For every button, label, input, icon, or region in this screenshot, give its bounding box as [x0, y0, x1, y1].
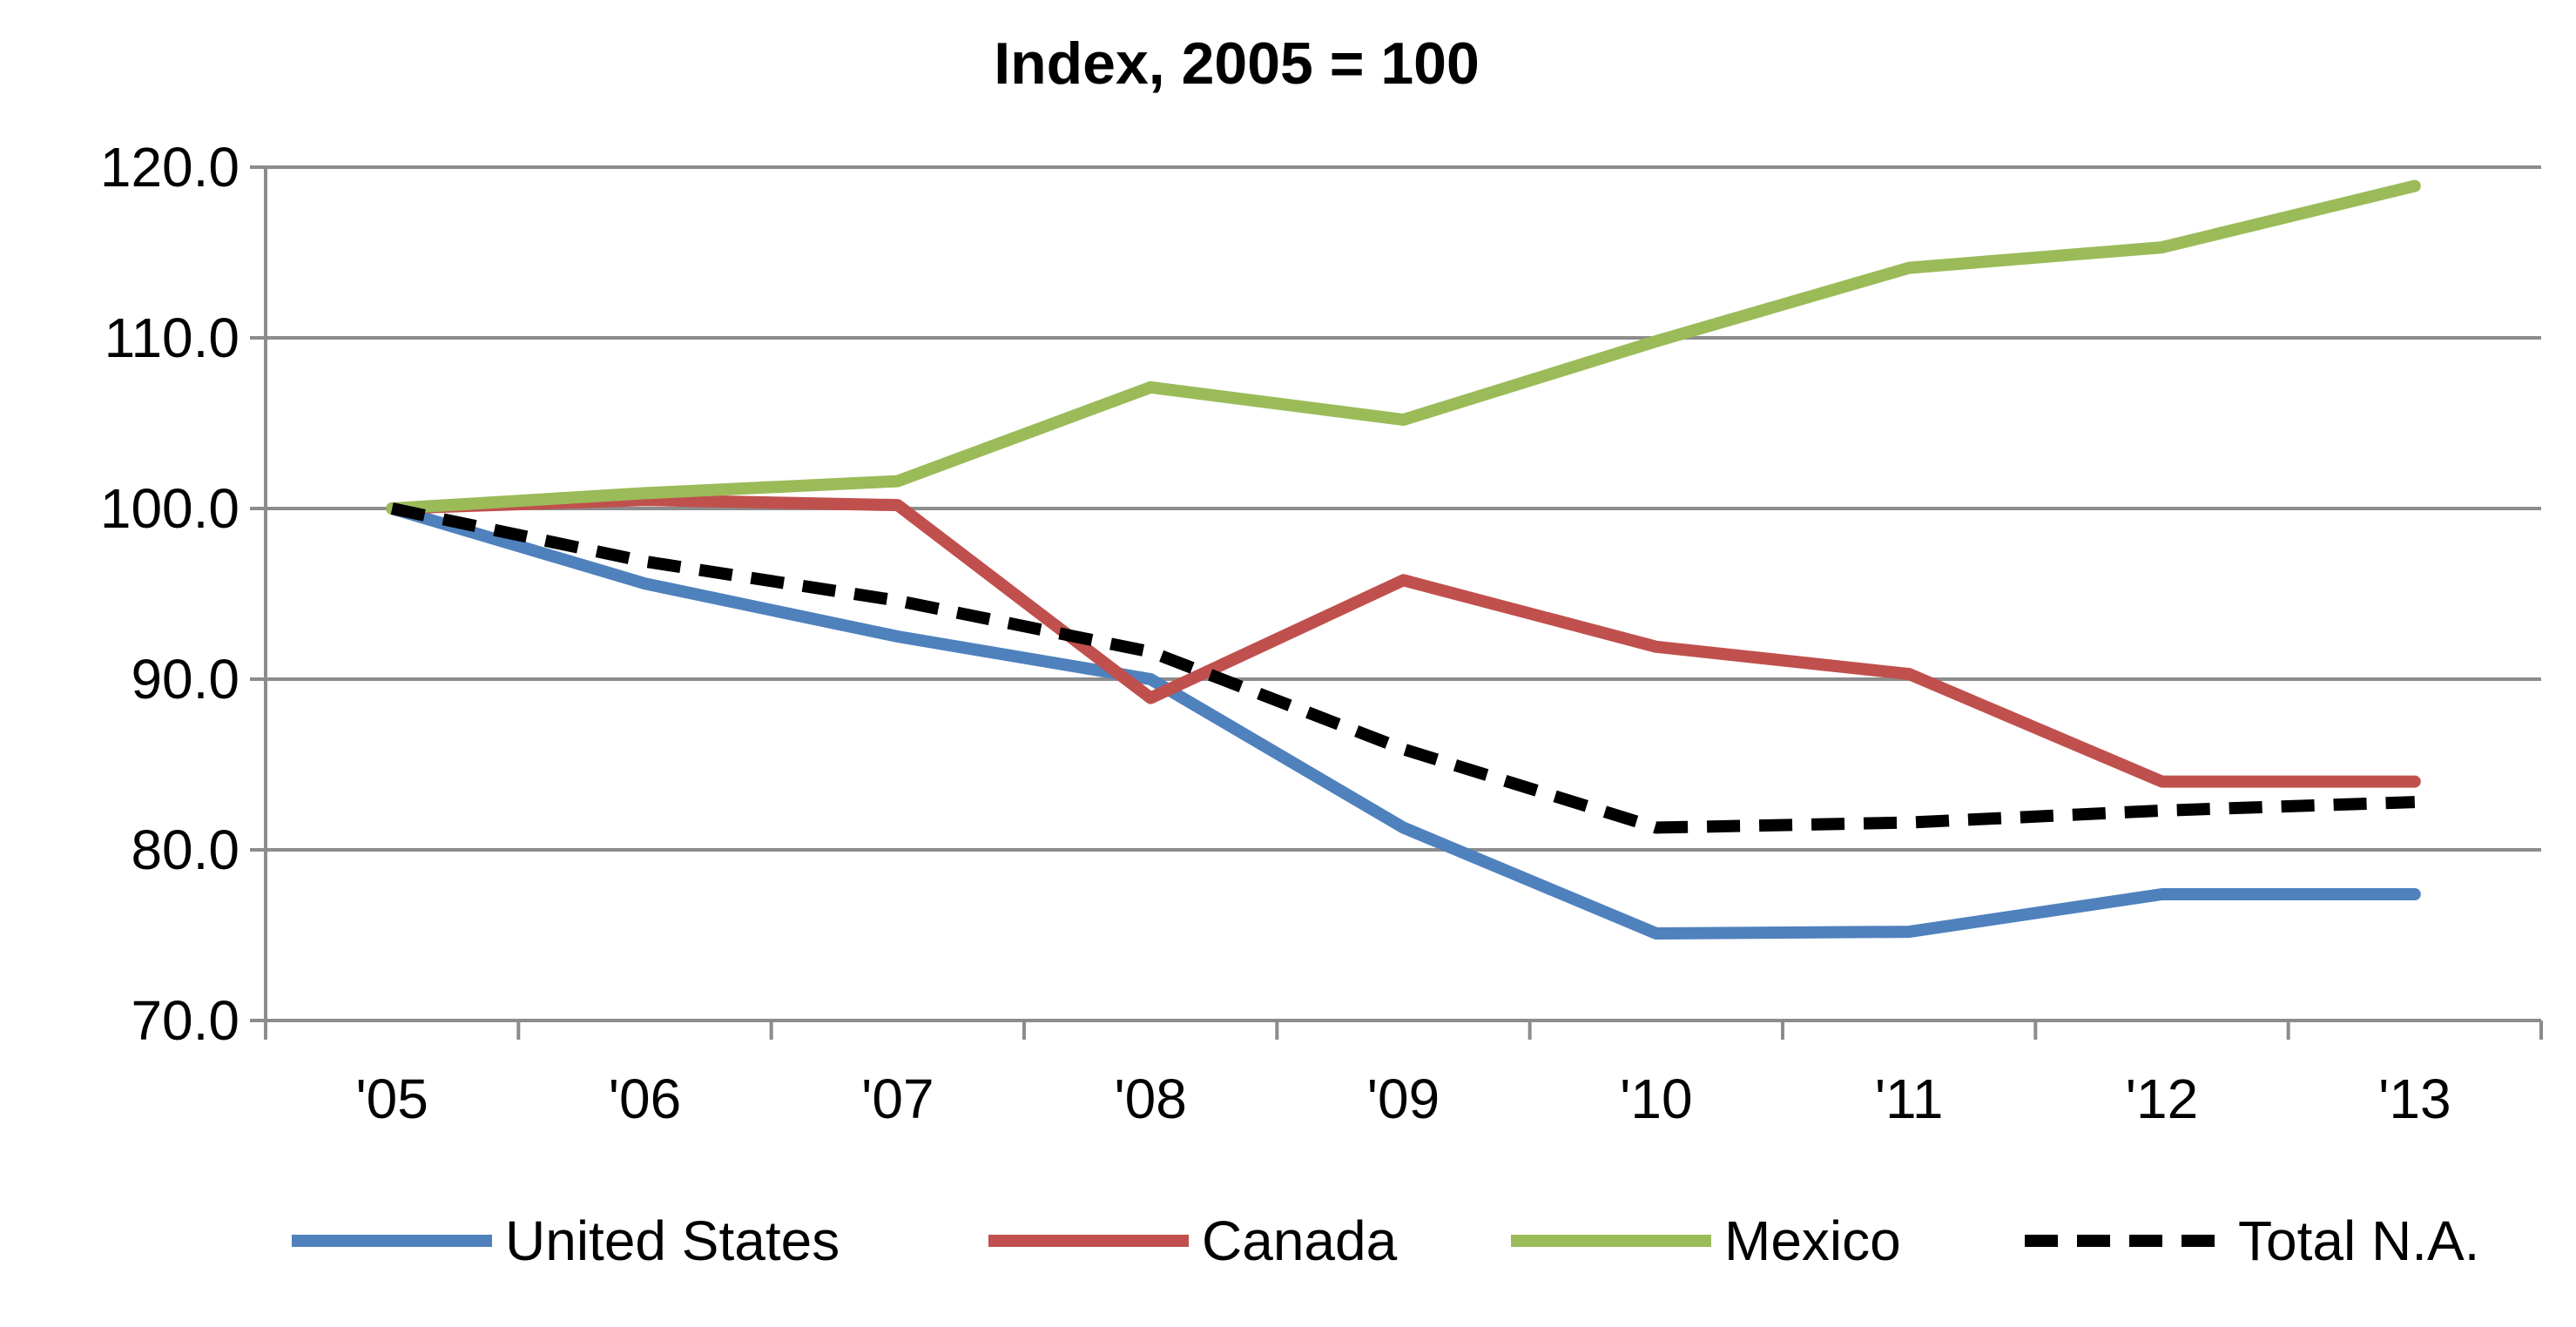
chart-title: Index, 2005 = 100: [994, 30, 1480, 97]
legend: United States Canada Mexico Total N.A.: [292, 1209, 2479, 1272]
legend-label: Canada: [1202, 1209, 1398, 1272]
x-tick-label: '07: [861, 1068, 934, 1130]
y-tick-label: 90.0: [131, 648, 239, 711]
series-line-canada: [386, 494, 2421, 788]
x-tick-label: '09: [1367, 1068, 1440, 1130]
series-line-total-n-a: [390, 502, 2416, 834]
y-tick-label: 100.0: [100, 477, 239, 540]
legend-label: Mexico: [1724, 1209, 1901, 1272]
x-tick-label: '05: [355, 1068, 428, 1130]
series-lines: [386, 179, 2421, 940]
x-tick-label: '12: [2126, 1068, 2198, 1130]
x-axis: '05 '06 '07 '08 '09 '10 '11 '12 '13: [264, 1019, 2543, 1130]
x-tick-label: '13: [2378, 1068, 2451, 1130]
series-line-united-states: [386, 502, 2421, 940]
legend-label: Total N.A.: [2238, 1209, 2479, 1272]
series-line-mexico: [386, 179, 2421, 515]
gridlines: [266, 165, 2541, 852]
x-tick-label: '11: [1875, 1068, 1944, 1130]
legend-label: United States: [505, 1209, 840, 1272]
x-tick-label: '10: [1620, 1068, 1692, 1130]
y-tick-label: 110.0: [105, 306, 239, 369]
y-axis: 120.0 110.0 100.0 90.0 80.0 70.0: [100, 136, 267, 1052]
y-tick-label: 120.0: [100, 136, 239, 199]
y-tick-label: 70.0: [131, 989, 239, 1052]
y-tick-label: 80.0: [131, 818, 239, 881]
x-tick-label: '08: [1114, 1068, 1186, 1130]
x-tick-label: '06: [609, 1068, 681, 1130]
